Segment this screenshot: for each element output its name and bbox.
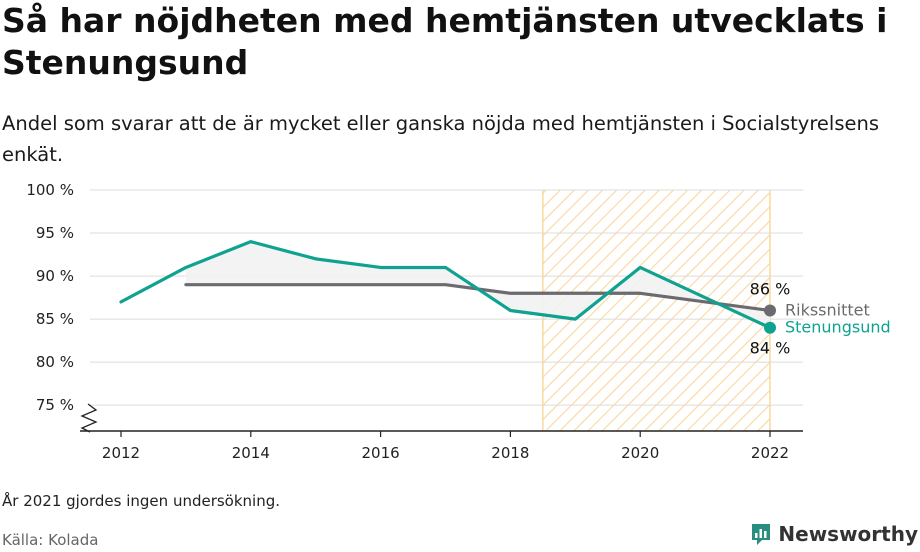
chart-subtitle: Andel som svarar att de är mycket eller … (2, 112, 880, 166)
end-point-rikssnittet (764, 304, 776, 317)
x-tick-label: 2016 (362, 444, 400, 462)
end-point-stenungsund (764, 321, 776, 334)
x-tick-label: 2020 (621, 444, 659, 462)
x-tick-label: 2014 (232, 444, 270, 462)
difference-area (185, 241, 770, 328)
x-tick-label: 2022 (751, 444, 789, 462)
newsworthy-logo-text: Newsworthy (778, 522, 918, 546)
y-tick-label: 100 % (26, 181, 74, 199)
series-line-rikssnittet (184, 283, 772, 313)
y-tick-label: 75 % (36, 396, 74, 414)
y-tick-label: 80 % (36, 353, 74, 371)
chart-note: År 2021 gjordes ingen undersökning. (2, 492, 281, 510)
chart-source: Källa: Kolada (2, 531, 99, 549)
series-label-rikssnittet: Rikssnittet (785, 301, 870, 320)
value-label-rikssnittet: 86 % (750, 280, 791, 299)
series-label-stenungsund: Stenungsund (785, 318, 891, 337)
x-tick-label: 2012 (102, 444, 140, 462)
x-tick-label: 2018 (491, 444, 529, 462)
newsworthy-logo: Newsworthy (750, 520, 918, 548)
y-tick-label: 95 % (36, 224, 74, 242)
newsworthy-logo-icon (752, 524, 771, 545)
series-line-stenungsund (119, 240, 772, 330)
y-tick-label: 85 % (36, 310, 74, 328)
value-label-stenungsund: 84 % (750, 339, 791, 358)
y-tick-label: 90 % (36, 267, 74, 285)
axis-break-icon (80, 403, 98, 433)
chart-title: Så har nöjdheten med hemtjänsten utveckl… (2, 1, 888, 82)
